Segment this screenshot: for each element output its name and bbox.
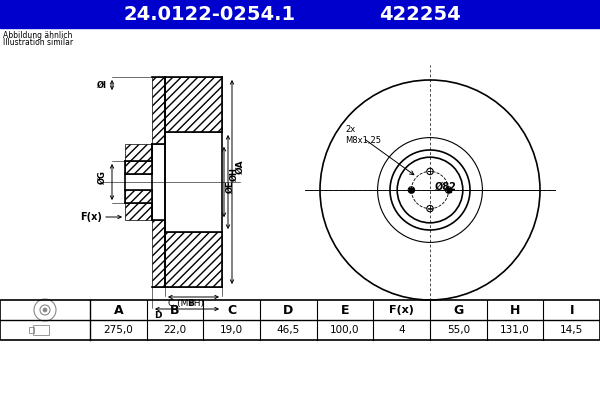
Bar	[152, 220, 165, 287]
Text: 275,0: 275,0	[103, 325, 133, 335]
Text: 22,0: 22,0	[163, 325, 187, 335]
Text: Abbildung ähnlich: Abbildung ähnlich	[3, 31, 73, 40]
Bar	[165, 77, 222, 132]
Bar	[29, 327, 34, 333]
Text: F(x): F(x)	[389, 305, 414, 315]
Text: Ø82: Ø82	[435, 182, 457, 192]
Bar	[125, 161, 152, 174]
Bar	[152, 77, 165, 144]
Text: 46,5: 46,5	[277, 325, 300, 335]
Bar	[409, 188, 413, 192]
Text: B: B	[187, 299, 194, 308]
Bar	[0, 300, 600, 340]
Bar	[125, 203, 152, 220]
Bar	[125, 144, 152, 161]
Text: H: H	[510, 304, 520, 316]
Bar	[33, 325, 49, 335]
Text: D: D	[154, 311, 161, 320]
Text: ØA: ØA	[236, 160, 245, 174]
Text: Illustration similar: Illustration similar	[3, 38, 73, 47]
Text: 131,0: 131,0	[500, 325, 530, 335]
Text: G: G	[453, 304, 463, 316]
Text: 19,0: 19,0	[220, 325, 243, 335]
Text: B: B	[170, 304, 180, 316]
Text: 4: 4	[398, 325, 405, 335]
Circle shape	[43, 308, 47, 312]
Bar	[0, 0, 600, 28]
Bar	[165, 232, 222, 287]
Text: F(x): F(x)	[80, 212, 102, 222]
Text: E: E	[341, 304, 349, 316]
Text: ØG: ØG	[98, 170, 107, 184]
Text: ØE: ØE	[226, 181, 235, 193]
Text: 2x
M8x1,25: 2x M8x1,25	[345, 125, 381, 145]
Text: 14,5: 14,5	[560, 325, 583, 335]
Text: ØI: ØI	[97, 80, 107, 90]
Bar	[125, 161, 152, 174]
Text: 422254: 422254	[379, 4, 461, 24]
Text: A: A	[113, 304, 123, 316]
Text: D: D	[283, 304, 293, 316]
Text: 100,0: 100,0	[330, 325, 360, 335]
Bar	[125, 190, 152, 203]
Text: ØH: ØH	[230, 167, 239, 181]
Text: I: I	[569, 304, 574, 316]
Text: C (MTH): C (MTH)	[168, 299, 204, 308]
Text: 24.0122-0254.1: 24.0122-0254.1	[124, 4, 296, 24]
Text: C: C	[227, 304, 236, 316]
Text: 55,0: 55,0	[447, 325, 470, 335]
Bar	[446, 188, 451, 192]
